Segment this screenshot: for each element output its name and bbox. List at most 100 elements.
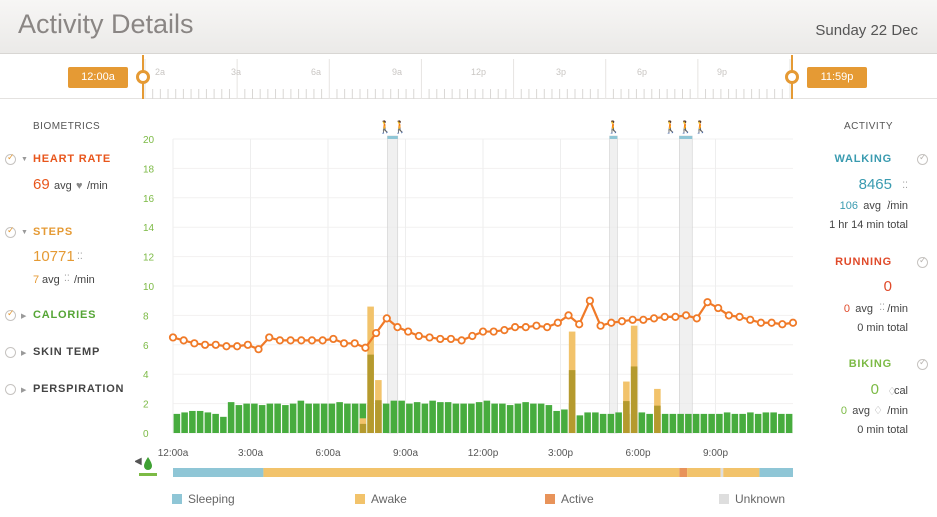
heart-rate-checkbox[interactable] — [5, 152, 16, 165]
calorie-bar[interactable] — [468, 403, 475, 433]
heart-rate-point[interactable] — [190, 339, 199, 348]
perspiration-toggle[interactable]: ▶ PERSPIRATION — [0, 382, 140, 398]
calorie-bar[interactable] — [592, 412, 599, 433]
heart-rate-point[interactable] — [243, 340, 252, 349]
heart-rate-point[interactable] — [297, 336, 306, 345]
calorie-bar[interactable] — [313, 403, 320, 433]
steps-overlap-bar[interactable] — [623, 401, 630, 433]
heart-rate-point[interactable] — [468, 331, 477, 341]
calorie-bar[interactable] — [444, 402, 452, 433]
calorie-bar[interactable] — [460, 403, 467, 433]
calorie-bar[interactable] — [258, 405, 266, 433]
calorie-bar[interactable] — [406, 403, 413, 433]
heart-rate-point[interactable] — [617, 317, 627, 326]
timeline-end-handle[interactable]: 11:59p — [807, 67, 867, 88]
walking-checkbox[interactable] — [917, 152, 928, 165]
calorie-bar[interactable] — [754, 413, 762, 433]
calorie-bar[interactable] — [700, 413, 708, 433]
heart-rate-point[interactable] — [307, 336, 317, 345]
calorie-bar[interactable] — [437, 402, 444, 433]
calorie-bar[interactable] — [282, 405, 289, 433]
heart-rate-point[interactable] — [564, 311, 573, 320]
calorie-bar[interactable] — [731, 413, 739, 433]
biking-checkbox[interactable] — [917, 357, 928, 370]
calorie-bar[interactable] — [785, 413, 793, 433]
heart-rate-point[interactable] — [361, 343, 370, 352]
heart-rate-point[interactable] — [649, 314, 659, 323]
timeline-start-knob[interactable] — [136, 70, 150, 84]
heart-rate-point[interactable] — [425, 333, 434, 342]
heart-rate-toggle[interactable]: ▼ HEART RATE — [0, 152, 140, 168]
heart-rate-point[interactable] — [222, 342, 231, 351]
steps-overlap-bar[interactable] — [630, 366, 638, 433]
heart-rate-point[interactable] — [254, 345, 263, 354]
heart-rate-point[interactable] — [628, 315, 637, 324]
heart-rate-point[interactable] — [414, 331, 423, 341]
heart-rate-point[interactable] — [478, 327, 488, 336]
calorie-bar[interactable] — [382, 403, 390, 433]
calorie-bar[interactable] — [235, 405, 243, 433]
calorie-bar[interactable] — [220, 416, 227, 433]
heart-rate-point[interactable] — [339, 339, 349, 348]
state-band-awake[interactable] — [723, 468, 760, 477]
heart-rate-point[interactable] — [350, 339, 359, 348]
heart-rate-point[interactable] — [500, 326, 509, 335]
heart-rate-point[interactable] — [211, 340, 220, 349]
heart-rate-point[interactable] — [756, 318, 766, 327]
calorie-bar[interactable] — [747, 412, 754, 433]
activity-marker-band[interactable] — [387, 135, 399, 434]
heart-rate-point[interactable] — [788, 318, 798, 327]
expand-right-icon[interactable]: ▶ — [21, 350, 27, 357]
heart-rate-point[interactable] — [543, 323, 552, 332]
heart-rate-point[interactable] — [724, 311, 733, 320]
activity-marker-band[interactable] — [679, 135, 693, 434]
steps-overlap-bar[interactable] — [654, 405, 661, 433]
scroll-left-icon[interactable]: ◀ — [135, 456, 142, 467]
timeline-strip[interactable]: 2a 3a 6a 9a 12p 3p 6p 9p 12:00a 11:59p — [0, 55, 937, 99]
calorie-bar[interactable] — [336, 402, 343, 433]
calorie-bar[interactable] — [475, 402, 483, 433]
heart-rate-point[interactable] — [639, 315, 648, 324]
heart-rate-point[interactable] — [532, 321, 541, 330]
calorie-bar[interactable] — [499, 403, 506, 433]
calorie-bar[interactable] — [607, 413, 615, 433]
expand-down-icon[interactable]: ▼ — [21, 156, 28, 163]
calorie-bar[interactable] — [305, 403, 312, 433]
heart-rate-point[interactable] — [671, 312, 680, 321]
heart-rate-point[interactable] — [692, 314, 701, 323]
state-band-active[interactable] — [679, 468, 688, 477]
heart-rate-point[interactable] — [778, 320, 787, 329]
walk-group-icon[interactable]: 🚶🚶🚶 — [663, 120, 708, 134]
state-band-sleeping[interactable] — [173, 468, 264, 477]
heart-rate-point[interactable] — [510, 323, 520, 332]
calorie-bar[interactable] — [243, 403, 250, 433]
heart-rate-point[interactable] — [286, 336, 295, 345]
heart-rate-point[interactable] — [446, 334, 456, 344]
calorie-bar[interactable] — [189, 410, 196, 433]
heart-rate-point[interactable] — [372, 328, 381, 338]
heart-rate-point[interactable] — [393, 323, 402, 332]
heart-rate-point[interactable] — [168, 333, 178, 342]
scroll-thumb[interactable] — [139, 473, 157, 476]
calorie-bar[interactable] — [685, 413, 692, 433]
heart-rate-point[interactable] — [179, 336, 188, 345]
calorie-bar[interactable] — [716, 413, 723, 433]
calorie-bar[interactable] — [251, 403, 258, 433]
calorie-bar[interactable] — [708, 413, 715, 433]
expand-right-icon[interactable]: ▶ — [21, 313, 27, 320]
calorie-bar[interactable] — [429, 400, 436, 433]
calorie-bar[interactable] — [506, 405, 514, 433]
heart-rate-point[interactable] — [585, 296, 594, 305]
calorie-bar[interactable] — [514, 403, 522, 433]
calorie-bar[interactable] — [320, 403, 328, 433]
heart-rate-point[interactable] — [436, 334, 445, 344]
steps-overlap-bar[interactable] — [568, 370, 576, 433]
heart-rate-point[interactable] — [275, 336, 284, 345]
heart-rate-point[interactable] — [607, 318, 616, 327]
perspiration-checkbox[interactable] — [5, 384, 16, 395]
state-band-unknown[interactable] — [720, 468, 724, 477]
calorie-bar[interactable] — [421, 403, 429, 433]
heart-rate-point[interactable] — [596, 321, 605, 330]
heart-rate-point[interactable] — [329, 334, 338, 344]
